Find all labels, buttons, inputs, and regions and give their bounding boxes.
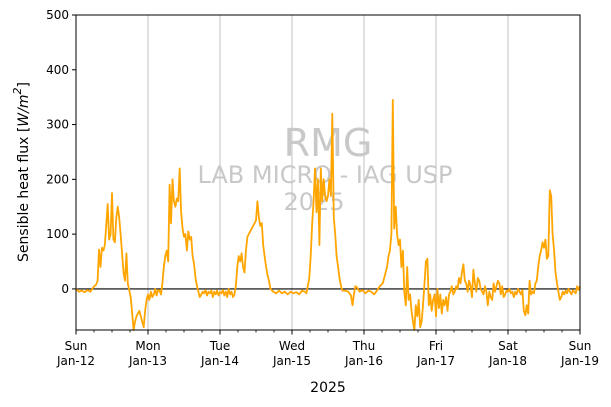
y-axis-ticks: 0 100 200 300 400 500: [46, 8, 76, 296]
plot-background: [76, 15, 580, 330]
x-tick-date-7: Jan-19: [560, 354, 599, 368]
x-tick-date-5: Jan-17: [416, 354, 455, 368]
y-tick-label-4: 400: [46, 63, 69, 77]
y-axis-title-exponent: 2: [11, 87, 24, 94]
watermark-line-1: RMG: [284, 121, 373, 165]
series-line-sensible-heat-flux: [75, 99, 581, 331]
x-tick-day-4: Thu: [352, 339, 376, 353]
y-axis-title-suffix: ]: [16, 82, 32, 87]
x-tick-date-2: Jan-14: [200, 354, 239, 368]
y-axis-title-prefix: Sensible heat flux [: [16, 127, 32, 262]
y-axis-title: Sensible heat flux [W/m2]: [11, 82, 32, 262]
x-tick-day-2: Tue: [209, 339, 231, 353]
x-axis-title: 2025: [310, 380, 346, 396]
x-axis-ticks: SunJan-12MonJan-13TueJan-14WedJan-15ThuJ…: [56, 330, 599, 368]
x-tick-day-1: Mon: [135, 339, 160, 353]
x-tick-day-3: Wed: [279, 339, 305, 353]
x-tick-date-6: Jan-18: [488, 354, 527, 368]
x-tick-day-6: Sat: [498, 339, 518, 353]
x-tick-date-4: Jan-16: [344, 354, 383, 368]
y-axis-title-unit: W/m: [16, 94, 32, 126]
y-tick-label-1: 100: [46, 227, 69, 241]
x-tick-date-1: Jan-13: [128, 354, 167, 368]
y-tick-label-3: 300: [46, 118, 69, 132]
x-tick-day-7: Sun: [569, 339, 592, 353]
y-tick-label-2: 200: [46, 172, 69, 186]
x-tick-date-0: Jan-12: [56, 354, 95, 368]
x-tick-day-0: Sun: [65, 339, 88, 353]
x-gridlines: [147, 15, 509, 330]
x-tick-date-3: Jan-15: [272, 354, 311, 368]
y-tick-label-0: 0: [61, 282, 69, 296]
x-tick-day-5: Fri: [429, 339, 443, 353]
y-tick-label-5: 500: [46, 8, 69, 22]
